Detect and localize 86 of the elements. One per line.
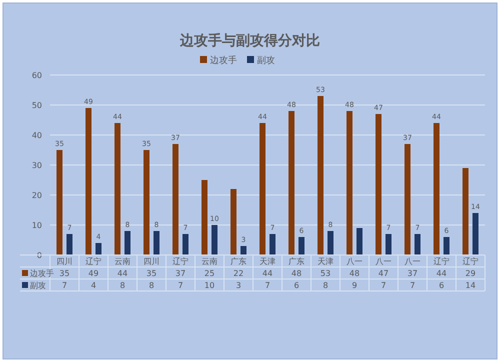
x-tick-label: 天津	[318, 257, 334, 266]
text: 7	[380, 281, 386, 290]
bar	[404, 144, 410, 255]
text: 9	[352, 281, 358, 290]
bar	[202, 180, 208, 255]
bar	[96, 243, 102, 255]
x-tick-label: 八一	[376, 257, 392, 266]
text: 37	[175, 269, 186, 278]
bar	[318, 96, 324, 255]
y-tick-label: 50	[32, 101, 42, 110]
bar	[462, 168, 468, 255]
text: 35	[59, 269, 70, 278]
text: 48	[349, 269, 360, 278]
text: 44	[436, 269, 447, 278]
x-tick-label: 四川	[144, 257, 160, 266]
y-tick-label: 10	[32, 221, 42, 230]
bar	[66, 234, 72, 255]
x-tick-label: 八一	[404, 257, 420, 266]
text: 10	[204, 281, 215, 290]
x-tick-label: 辽宁	[434, 257, 450, 266]
bar	[288, 111, 294, 255]
bar	[144, 150, 150, 255]
x-tick-label: 天津	[260, 257, 276, 266]
bar	[434, 123, 440, 255]
text: 6	[294, 281, 300, 290]
bar	[114, 123, 120, 255]
y-tick-label: 30	[32, 161, 42, 170]
x-tick-label: 八一	[346, 257, 362, 266]
bar	[386, 234, 392, 255]
y-tick-label: 40	[32, 131, 42, 140]
bar	[260, 123, 266, 255]
bar	[230, 189, 236, 255]
text: 7	[62, 281, 68, 290]
x-tick-label: 云南	[202, 257, 218, 266]
text: 53	[320, 269, 331, 278]
bar	[270, 234, 276, 255]
legend-label: 副攻	[257, 55, 275, 66]
bar	[298, 237, 304, 255]
text: 14	[465, 281, 476, 290]
bar	[86, 108, 92, 255]
bar	[376, 114, 382, 255]
text: 8	[120, 281, 126, 290]
bar	[212, 225, 218, 255]
bar	[56, 150, 62, 255]
text: 4	[90, 281, 96, 290]
x-tick-label: 辽宁	[172, 257, 188, 266]
chart-title: 边攻手与副攻得分对比	[179, 32, 320, 49]
bar	[472, 213, 478, 255]
text: 22	[233, 269, 244, 278]
x-tick-label: 四川	[56, 257, 72, 266]
bar	[124, 231, 130, 255]
legend-label: 边攻手	[210, 55, 237, 66]
text: 35	[146, 269, 157, 278]
text: 48	[291, 269, 302, 278]
text: 6	[438, 281, 444, 290]
legend-label: 边攻手	[30, 269, 54, 278]
bar	[444, 237, 450, 255]
bar	[240, 246, 246, 255]
text: 7	[410, 281, 416, 290]
x-tick-label: 广东	[288, 257, 304, 266]
text: 8	[322, 281, 328, 290]
x-tick-label: 云南	[114, 257, 130, 266]
bar	[414, 234, 420, 255]
bar	[356, 228, 362, 255]
text: 7	[264, 281, 270, 290]
text: 49	[88, 269, 99, 278]
bar	[182, 234, 188, 255]
text: 7	[178, 281, 184, 290]
x-tick-label: 广东	[230, 257, 246, 266]
text: 47	[378, 269, 389, 278]
bar	[346, 111, 352, 255]
legend-label: 副攻	[30, 281, 46, 290]
text: 44	[262, 269, 273, 278]
text: 25	[204, 269, 215, 278]
text: 44	[117, 269, 128, 278]
x-tick-label: 辽宁	[462, 257, 478, 266]
text: 29	[465, 269, 476, 278]
bar	[172, 144, 178, 255]
text: 37	[407, 269, 418, 278]
text: 8	[148, 281, 154, 290]
y-tick-label: 60	[32, 71, 42, 80]
x-tick-label: 辽宁	[86, 257, 102, 266]
text: 3	[236, 281, 242, 290]
bar	[328, 231, 334, 255]
bar	[154, 231, 160, 255]
y-tick-label: 20	[32, 191, 42, 200]
